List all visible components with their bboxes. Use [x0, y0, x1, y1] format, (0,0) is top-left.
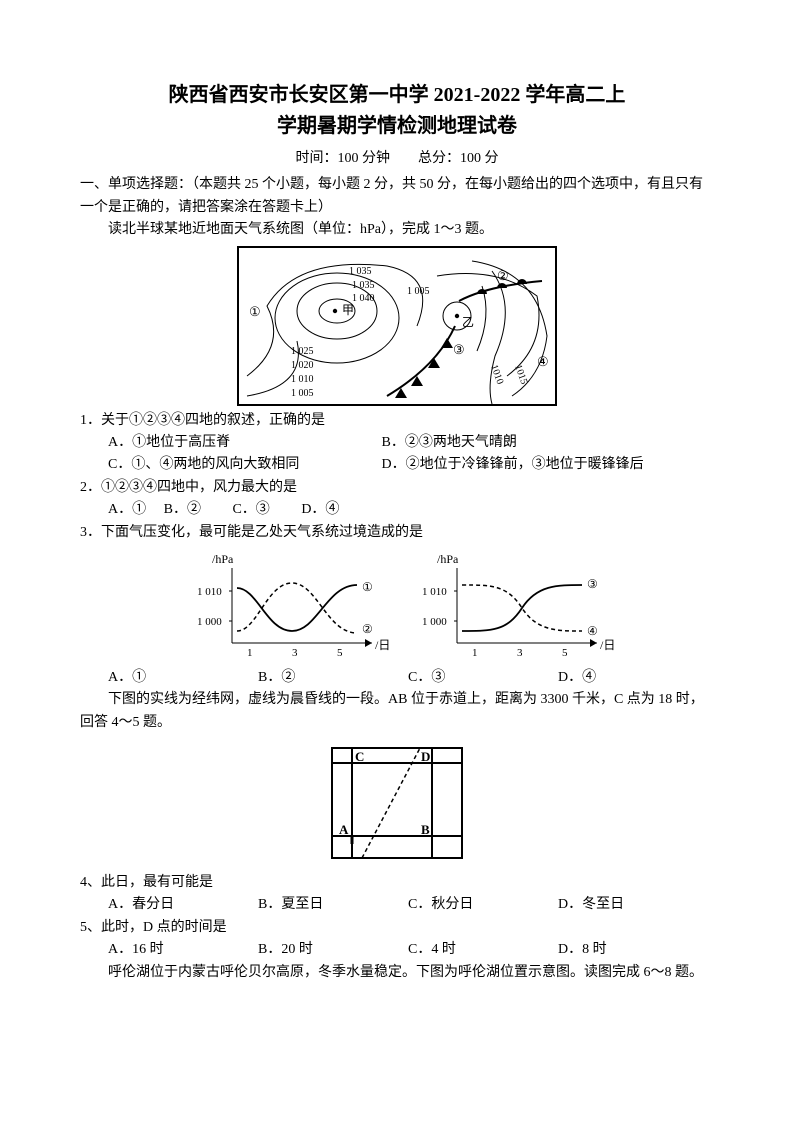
weather-map-svg: 甲 乙 ① ② ③ ④ 1 035 1 035 1 040 1 005 1 02… — [237, 246, 557, 406]
question-2: 2．①②③④四地中，风力最大的是 — [80, 477, 714, 499]
q2-opt-b: B．② — [164, 502, 201, 517]
pressure-charts: /hPa 1 010 1 000 ① ② 1 3 5 /日 — [80, 548, 714, 663]
weather-map-figure: 甲 乙 ① ② ③ ④ 1 035 1 035 1 040 1 005 1 02… — [80, 246, 714, 406]
grid-diagram: C D A B — [80, 738, 714, 868]
svg-text:1: 1 — [472, 647, 478, 659]
q5-opt-d: D．8 时 — [558, 939, 708, 961]
svg-text:1: 1 — [247, 647, 253, 659]
q2-options: A．① B．② C．③ D．④ — [80, 499, 714, 521]
svg-text:④: ④ — [587, 624, 598, 638]
svg-text:3: 3 — [292, 647, 298, 659]
svg-text:D: D — [421, 749, 430, 764]
svg-text:①: ① — [249, 304, 261, 319]
pressure-charts-svg: /hPa 1 010 1 000 ① ② 1 3 5 /日 — [167, 548, 627, 663]
q2-opt-d: D．④ — [301, 502, 339, 517]
svg-text:③: ③ — [453, 342, 465, 357]
q1-options: A．①地位于高压脊 B．②③两地天气晴朗 C．①、④两地的风向大致相同 D．②地… — [80, 432, 714, 477]
q5-opt-a: A．16 时 — [108, 939, 258, 961]
page-title-line1: 陕西省西安市长安区第一中学 2021-2022 学年高二上 — [80, 80, 714, 110]
svg-text:③: ③ — [587, 577, 598, 591]
q4-options: A．春分日 B．夏至日 C．秋分日 D．冬至日 — [80, 894, 714, 916]
q1-opt-d: D．②地位于冷锋锋前，③地位于暖锋锋后 — [382, 457, 644, 472]
question-3: 3．下面气压变化，最可能是乙处天气系统过境造成的是 — [80, 522, 714, 544]
svg-text:②: ② — [362, 622, 373, 636]
question-5: 5、此时，D 点的时间是 — [80, 917, 714, 939]
section-one-head: 一、单项选择题：（本题共 25 个小题，每小题 2 分，共 50 分，在每小题给… — [80, 174, 714, 219]
q4-opt-d: D．冬至日 — [558, 894, 708, 916]
q5-opt-c: C．4 时 — [408, 939, 558, 961]
q2-opt-a: A．① — [108, 502, 146, 517]
page-title-line2: 学期暑期学情检测地理试卷 — [80, 110, 714, 142]
svg-text:B: B — [421, 822, 430, 837]
q1-opt-c: C．①、④两地的风向大致相同 — [108, 454, 378, 476]
q2-opt-c: C．③ — [232, 502, 269, 517]
q4-opt-c: C．秋分日 — [408, 894, 558, 916]
svg-text:1 010: 1 010 — [197, 586, 222, 598]
q1-opt-b: B．②③两地天气晴朗 — [382, 435, 517, 450]
svg-text:3: 3 — [517, 647, 523, 659]
svg-text:1 025: 1 025 — [291, 346, 314, 357]
svg-text:/日: /日 — [600, 638, 615, 652]
q3-opt-c: C．③ — [408, 667, 558, 689]
q3-opt-a: A．① — [108, 667, 258, 689]
intro-2: 下图的实线为经纬网，虚线为晨昏线的一段。AB 位于赤道上，距离为 3300 千米… — [80, 689, 714, 734]
q4-opt-b: B．夏至日 — [258, 894, 408, 916]
q5-opt-b: B．20 时 — [258, 939, 408, 961]
svg-text:5: 5 — [562, 647, 568, 659]
q3-options: A．① B．② C．③ D．④ — [80, 667, 714, 689]
svg-text:1 005: 1 005 — [291, 388, 314, 399]
exam-meta: 时间：100 分钟 总分：100 分 — [80, 148, 714, 170]
svg-text:1 010: 1 010 — [422, 586, 447, 598]
intro-1: 读北半球某地近地面天气系统图（单位：hPa），完成 1～3 题。 — [80, 219, 714, 241]
svg-text:1 005: 1 005 — [407, 286, 430, 297]
q1-opt-a: A．①地位于高压脊 — [108, 432, 378, 454]
svg-text:乙: 乙 — [462, 315, 474, 329]
svg-text:1 035: 1 035 — [352, 280, 375, 291]
q3-opt-d: D．④ — [558, 667, 708, 689]
svg-text:/hPa: /hPa — [437, 552, 459, 566]
svg-text:④: ④ — [537, 354, 549, 369]
q3-opt-b: B．② — [258, 667, 408, 689]
svg-text:甲: 甲 — [342, 303, 354, 317]
svg-text:1 010: 1 010 — [291, 374, 314, 385]
q5-options: A．16 时 B．20 时 C．4 时 D．8 时 — [80, 939, 714, 961]
svg-text:1 020: 1 020 — [291, 360, 314, 371]
svg-text:1 000: 1 000 — [197, 616, 222, 628]
q4-opt-a: A．春分日 — [108, 894, 258, 916]
svg-text:C: C — [355, 749, 364, 764]
grid-diagram-svg: C D A B — [312, 738, 482, 868]
svg-text:②: ② — [497, 268, 509, 283]
svg-text:/hPa: /hPa — [212, 552, 234, 566]
intro-3: 呼伦湖位于内蒙古呼伦贝尔高原，冬季水量稳定。下图为呼伦湖位置示意图。读图完成 6… — [80, 962, 714, 984]
svg-text:1 035: 1 035 — [349, 266, 372, 277]
svg-text:5: 5 — [337, 647, 343, 659]
svg-text:/日: /日 — [375, 638, 390, 652]
svg-text:①: ① — [362, 580, 373, 594]
question-4: 4、此日，最有可能是 — [80, 872, 714, 894]
svg-text:1 040: 1 040 — [352, 293, 375, 304]
question-1: 1．关于①②③④四地的叙述，正确的是 — [80, 410, 714, 432]
svg-text:1 000: 1 000 — [422, 616, 447, 628]
svg-text:A: A — [339, 822, 349, 837]
